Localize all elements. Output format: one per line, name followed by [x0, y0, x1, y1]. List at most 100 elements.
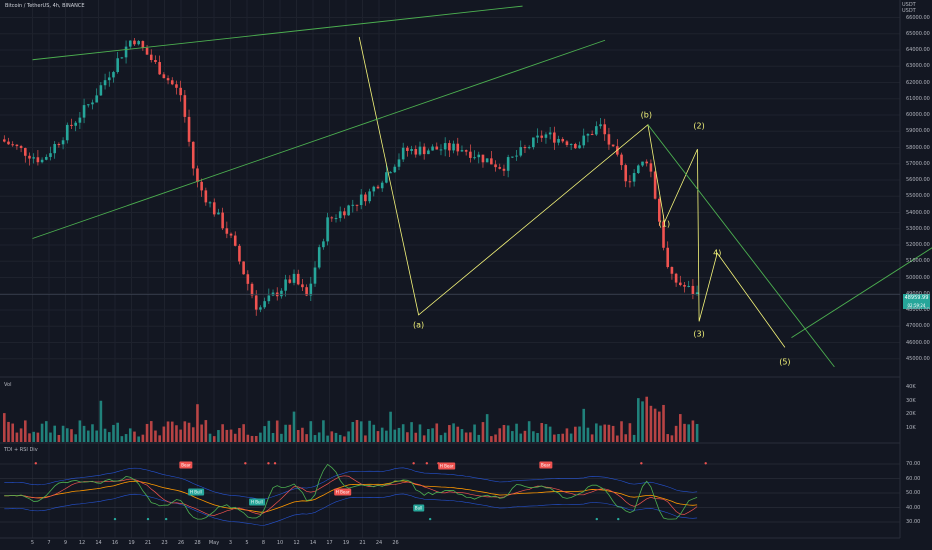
signal-dot	[34, 462, 37, 465]
volume-bar	[259, 432, 262, 442]
volume-bar	[469, 432, 472, 442]
time-axis-tick: 23	[161, 540, 168, 546]
volume-bar	[364, 435, 367, 442]
volume-bar	[103, 428, 107, 442]
candle-body	[511, 156, 514, 158]
volume-bar	[162, 426, 166, 442]
volume-bar	[99, 400, 103, 442]
volume-bar	[679, 414, 682, 442]
candle-body	[582, 135, 586, 146]
signal-dot	[595, 517, 598, 521]
time-axis-tick: 19	[128, 540, 135, 546]
candle-body	[590, 134, 594, 136]
volume-bar	[385, 430, 388, 442]
volume-bar	[208, 433, 212, 442]
volume-bar	[145, 423, 149, 442]
candle-body	[477, 154, 481, 158]
volume-bar	[670, 435, 674, 442]
candle-body	[666, 247, 670, 268]
volume-bar	[179, 429, 182, 442]
volume-bar	[242, 424, 245, 442]
candle-body	[485, 158, 489, 163]
candle-body	[683, 285, 686, 287]
volume-bar	[540, 422, 544, 442]
candle-body	[620, 154, 623, 166]
candle-body	[519, 147, 523, 156]
volume-bar	[154, 430, 157, 442]
candle-body	[351, 204, 355, 206]
candle-body	[557, 138, 560, 143]
volume-bar	[326, 435, 329, 442]
candle-body	[149, 54, 153, 61]
candle-body	[162, 74, 166, 79]
symbol-title[interactable]: Bitcoin / TetherUS, 4h, BINANCE	[5, 3, 85, 9]
candle-body	[246, 274, 250, 284]
candle-body	[431, 146, 434, 151]
candle-body	[196, 168, 199, 182]
candle-body	[154, 60, 157, 63]
volume-bar	[137, 436, 140, 442]
drawing-lines	[32, 5, 932, 368]
volume-bar	[401, 424, 405, 442]
candle-body	[23, 148, 27, 156]
tdi-label[interactable]: TDI + RSI Div	[4, 447, 38, 453]
candle-body	[254, 295, 258, 310]
volume-bar	[284, 424, 287, 442]
candle-body	[259, 307, 262, 310]
candle-body	[95, 95, 98, 103]
candle-body	[662, 221, 665, 248]
volume-bar	[695, 423, 699, 442]
volume-bar	[217, 430, 220, 442]
volume-bar	[141, 434, 145, 442]
tdi-axis-tick: 40.00	[906, 504, 921, 511]
time-axis-tick: 24	[375, 540, 383, 546]
candle-body	[410, 149, 413, 151]
volume-bar	[582, 408, 586, 442]
volume-bar	[3, 413, 6, 442]
time-axis-tick: May	[208, 540, 220, 546]
candle-body	[313, 267, 317, 284]
volume-bar	[477, 434, 481, 442]
divergence-tag: H Bear	[333, 488, 352, 496]
candle-body	[296, 273, 300, 285]
volume-bar	[553, 434, 556, 442]
candle-body	[120, 57, 124, 59]
volume-bar	[649, 405, 653, 442]
volume-bar	[225, 429, 229, 442]
price-axis-tick: 45000.00	[906, 355, 930, 362]
candle-body	[670, 267, 674, 274]
candle-body	[464, 150, 468, 152]
divergence-tag: Bull	[412, 504, 425, 511]
tdi-signal-line	[4, 475, 698, 516]
volume-bar	[53, 425, 56, 442]
volume-bar	[418, 424, 422, 442]
volume-axis-tick: 20K	[906, 411, 916, 418]
candle-body	[565, 141, 569, 145]
volume-bar	[275, 420, 279, 442]
candle-body	[103, 80, 107, 86]
volume-bar	[574, 426, 577, 442]
divergence-tag: H Bull	[187, 488, 204, 496]
volume-bar	[616, 435, 619, 442]
time-axis-tick: 5	[30, 540, 35, 546]
volume-bar	[61, 425, 65, 442]
volume-bar	[607, 424, 611, 442]
candle-body	[133, 40, 136, 45]
candle-body	[28, 155, 31, 159]
candle-body	[473, 157, 476, 159]
volume-bar	[595, 423, 598, 442]
volume-label[interactable]: Vol	[4, 382, 12, 388]
time-axis-tick: 3	[228, 540, 233, 546]
volume-bar	[254, 436, 258, 442]
volume-bar	[683, 423, 686, 442]
volume-bar	[494, 434, 497, 442]
signal-dot	[428, 517, 432, 521]
candle-body	[280, 290, 283, 297]
volume-bar	[95, 430, 98, 442]
price-axis-tick: 53000.00	[906, 225, 930, 232]
volume-bar	[263, 426, 266, 442]
volume-bar	[435, 423, 439, 442]
volume-bar	[380, 427, 384, 442]
price-axis-tick: 46000.00	[906, 339, 930, 346]
